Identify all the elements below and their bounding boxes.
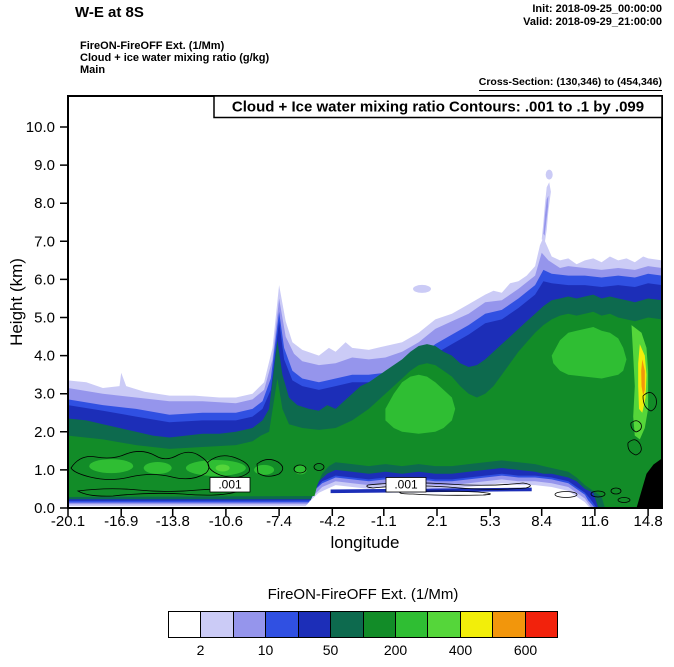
mixing-ratio-contour-edge-2 bbox=[630, 420, 642, 433]
y-axis-ticks bbox=[60, 126, 68, 509]
field-annotation-extinction: FireON-FireOFF Ext. (1/Mm) bbox=[80, 40, 225, 52]
colorbar-cell bbox=[200, 611, 234, 638]
field-annotation-mixing-ratio: Cloud + ice water mixing ratio (g/kg) bbox=[80, 52, 270, 64]
mixing-ratio-contour-west-1 bbox=[70, 451, 210, 480]
colorbar-cell bbox=[524, 611, 559, 638]
colorbar bbox=[168, 611, 559, 638]
fill-bright-blob-4 bbox=[254, 464, 275, 475]
x-axis-ticks bbox=[67, 508, 649, 516]
colorbar-tick-label: 50 bbox=[322, 642, 339, 658]
valid-time: Valid: 2018-09-29_21:00:00 bbox=[523, 16, 662, 28]
x-tick-label: -4.2 bbox=[319, 513, 345, 530]
x-tick-label: 2.1 bbox=[427, 513, 448, 530]
colorbar-cell bbox=[427, 611, 461, 638]
fill-lavender-dot-mid bbox=[413, 284, 431, 293]
plot-title-box bbox=[213, 95, 663, 119]
fill-orange-east bbox=[641, 359, 645, 396]
x-tick-label: -20.1 bbox=[51, 513, 85, 530]
contour-label-box-1 bbox=[209, 477, 251, 493]
plot-title: Cloud + Ice water mixing ratio Contours:… bbox=[232, 99, 644, 116]
init-time: Init: 2018-09-25_00:00:00 bbox=[532, 3, 662, 15]
y-tick-label: 6.0 bbox=[34, 271, 55, 288]
figure-title: W-E at 8S bbox=[75, 4, 144, 21]
mixing-ratio-contour-west-4 bbox=[293, 464, 307, 474]
colorbar-tick-label: 400 bbox=[448, 642, 473, 658]
colorbar-cell bbox=[265, 611, 299, 638]
y-tick-label: 2.0 bbox=[34, 424, 55, 441]
fill-bright-dome bbox=[385, 374, 456, 434]
fill-yellow-blob-west bbox=[215, 464, 230, 472]
y-tick-label: 1.0 bbox=[34, 462, 55, 479]
y-tick-label: 3.0 bbox=[34, 386, 55, 403]
mixing-ratio-contour-east-3 bbox=[610, 487, 622, 495]
mixing-ratio-contour-west-2 bbox=[207, 455, 250, 478]
colorbar-tick-label: 10 bbox=[257, 642, 274, 658]
y-tick-label: 8.0 bbox=[34, 195, 55, 212]
fill-bright-east-band bbox=[551, 327, 627, 379]
x-tick-label: -7.4 bbox=[266, 513, 292, 530]
fill-bright-blob-1 bbox=[89, 459, 134, 474]
x-axis-title: longitude bbox=[330, 533, 399, 552]
colorbar-tick-label: 600 bbox=[513, 642, 538, 658]
terrain-wedge bbox=[636, 458, 662, 508]
colorbar-cell bbox=[168, 611, 202, 638]
y-tick-label: 4.0 bbox=[34, 348, 55, 365]
x-tick-label: 5.3 bbox=[480, 513, 501, 530]
mixing-ratio-contour-east-2 bbox=[590, 490, 606, 498]
colorbar-title: FireON-FireOFF Ext. (1/Mm) bbox=[267, 586, 459, 603]
x-tick-label: 11.6 bbox=[581, 513, 609, 530]
mixing-ratio-contour-mid-1 bbox=[366, 482, 531, 490]
mixing-ratio-contour-mid-2 bbox=[399, 490, 491, 496]
colorbar-cell bbox=[232, 611, 267, 638]
colorbar-cell bbox=[492, 611, 526, 638]
y-tick-label: 7.0 bbox=[34, 233, 55, 250]
grid-annotation: Main bbox=[80, 64, 106, 76]
x-tick-label: -10.6 bbox=[209, 513, 243, 530]
mixing-ratio-contour-east-4 bbox=[617, 497, 631, 503]
colorbar-cell bbox=[330, 611, 364, 638]
y-tick-label: 0.0 bbox=[34, 500, 55, 517]
colorbar-tick-label: 200 bbox=[383, 642, 408, 658]
colorbar-cell bbox=[297, 611, 332, 638]
contour-label-box-2 bbox=[385, 477, 427, 493]
fill-bright-blob-2 bbox=[143, 462, 172, 474]
fill-green-main bbox=[68, 311, 662, 508]
x-tick-label: -16.9 bbox=[104, 513, 138, 530]
cross-section-plot: .001 .001 -20.1 -16.9 -13.8 -10.6 -7.4 -… bbox=[7, 95, 663, 552]
mixing-ratio-contour-edge-1 bbox=[627, 439, 642, 456]
x-tick-label: 14.8 bbox=[633, 513, 662, 530]
fill-periwinkle-spike bbox=[543, 195, 549, 236]
contour-label-2: .001 bbox=[394, 478, 418, 492]
colorbar-cell bbox=[394, 611, 429, 638]
y-tick-label: 5.0 bbox=[34, 310, 55, 327]
x-tick-label: -13.8 bbox=[156, 513, 190, 530]
mixing-ratio-contour-west-5 bbox=[313, 463, 325, 471]
colorbar-cell bbox=[459, 611, 494, 638]
mixing-ratio-contour-west-3 bbox=[256, 459, 284, 477]
y-tick-label: 10.0 bbox=[26, 119, 55, 136]
cross-section-label: Cross-Section: (130,346) to (454,346) bbox=[478, 76, 662, 91]
colorbar-cell bbox=[362, 611, 396, 638]
x-tick-label: -1.1 bbox=[371, 513, 397, 530]
contour-label-1: .001 bbox=[218, 478, 242, 492]
fill-lavender-dot-top bbox=[545, 169, 553, 180]
mixing-ratio-contour-edge-3 bbox=[642, 392, 657, 412]
y-tick-label: 9.0 bbox=[34, 157, 55, 174]
mixing-ratio-contour-east-1 bbox=[554, 491, 578, 498]
x-tick-label: 8.4 bbox=[531, 513, 552, 530]
colorbar-tick-label: 2 bbox=[196, 642, 205, 658]
fill-navy-surface-streak bbox=[330, 487, 532, 494]
y-axis-title: Height (km) bbox=[7, 258, 26, 346]
